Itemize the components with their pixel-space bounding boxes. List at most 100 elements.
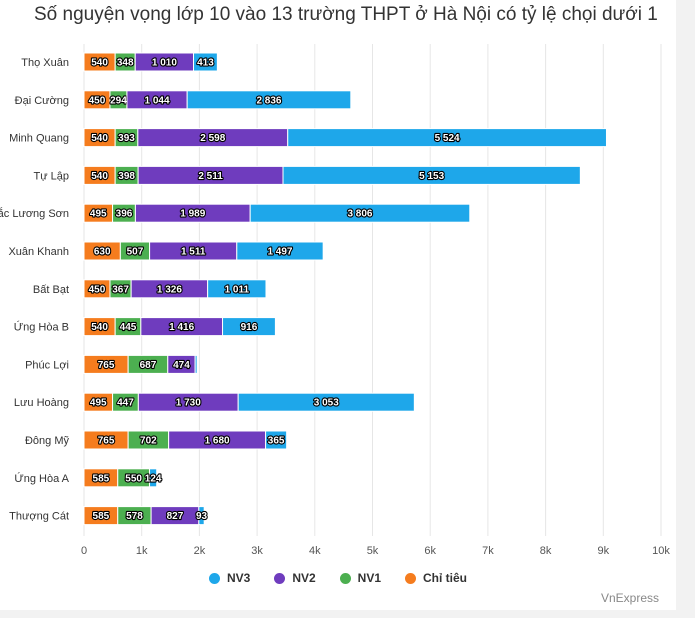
bar-segment — [186, 90, 352, 110]
legend-item[interactable]: NV2 — [274, 571, 316, 585]
x-tick-label: 3k — [251, 545, 263, 557]
data-label: 3 806 — [347, 209, 372, 220]
data-label: 765 — [98, 436, 115, 447]
legend-label: NV1 — [357, 571, 382, 585]
bar-segment — [194, 354, 198, 374]
data-label: 396 — [116, 209, 133, 220]
data-label: 495 — [90, 209, 107, 220]
data-label: 495 — [90, 398, 107, 409]
data-label: 578 — [126, 511, 143, 522]
bar-segment — [222, 317, 276, 337]
category-label: Bắc Lương Sơn — [0, 207, 69, 220]
category-label: Đông Mỹ — [25, 435, 70, 447]
bar-segment — [287, 128, 607, 148]
data-label: 365 — [268, 436, 285, 447]
source-credit: VnExpress — [600, 591, 659, 605]
legend-label: NV3 — [226, 571, 251, 585]
data-label: 765 — [98, 360, 115, 371]
data-label: 702 — [140, 436, 157, 447]
data-label: 540 — [91, 322, 108, 333]
data-label: 413 — [197, 58, 214, 69]
page-margin-bottom — [0, 610, 695, 618]
data-label: 585 — [93, 473, 110, 484]
data-label: 294 — [110, 95, 127, 106]
category-label: Ứng Hòa A — [14, 472, 69, 485]
legend-item[interactable]: NV1 — [339, 571, 382, 585]
chart-title: Số nguyện vọng lớp 10 vào 13 trường THPT… — [34, 4, 658, 25]
x-tick-label: 5k — [367, 545, 379, 557]
data-label: 1 511 — [181, 247, 206, 258]
x-tick-label: 4k — [309, 545, 321, 557]
data-label: 916 — [241, 322, 258, 333]
data-label: 585 — [93, 511, 110, 522]
legend-item[interactable]: NV3 — [208, 571, 251, 585]
legend-item[interactable]: Chỉ tiêu — [405, 571, 467, 585]
data-label: 3 053 — [314, 398, 339, 409]
chart-plot: 0 1k 2k 3k 4k 5k 6k 7k 8k 9k 10k Thọ Xuân 540 348 1 01… — [0, 44, 670, 557]
x-tick-label: 9k — [597, 545, 609, 557]
bar-segment — [207, 279, 267, 299]
data-label: 450 — [89, 284, 106, 295]
data-label: 367 — [112, 284, 129, 295]
data-label: 2 511 — [198, 171, 223, 182]
data-label: 1 497 — [267, 247, 292, 258]
x-tick-label: 0 — [81, 545, 87, 557]
data-label: 540 — [91, 133, 108, 144]
data-label: 1 044 — [145, 95, 170, 106]
data-label: 630 — [94, 247, 111, 258]
data-label: 398 — [118, 171, 135, 182]
data-label: 1 730 — [176, 398, 201, 409]
legend-label: Chỉ tiêu — [423, 571, 468, 585]
data-label: 445 — [120, 322, 137, 333]
data-label: 540 — [91, 58, 108, 69]
x-tick-label: 2k — [194, 545, 206, 557]
x-tick-label: 6k — [424, 545, 436, 557]
data-label: 507 — [127, 247, 144, 258]
data-label: 687 — [140, 360, 157, 371]
bar-segment — [282, 165, 581, 185]
category-label: Minh Quang — [9, 133, 69, 145]
category-label: Bất Bạt — [33, 284, 69, 296]
data-label: 5 153 — [419, 171, 444, 182]
category-label: Phúc Lợi — [25, 359, 69, 371]
data-label: 540 — [91, 171, 108, 182]
data-label: 827 — [167, 511, 184, 522]
category-label: Tự Lập — [34, 170, 70, 182]
data-label: 1 416 — [169, 322, 194, 333]
bar-segment — [249, 203, 471, 223]
x-tick-label: 8k — [540, 545, 552, 557]
data-label: 93 — [196, 511, 208, 522]
category-label: Ứng Hòa B — [14, 321, 69, 334]
legend-label: NV2 — [292, 571, 316, 585]
chart-legend: NV3 NV2 NV1 Chỉ tiêu — [0, 571, 676, 585]
data-label: 2 598 — [200, 133, 225, 144]
category-label: Đại Cường — [15, 95, 69, 107]
data-label: 1 326 — [157, 284, 182, 295]
legend-marker — [274, 572, 286, 584]
data-label: 550 — [125, 473, 142, 484]
category-label: Thọ Xuân — [21, 57, 69, 69]
bar-segment — [193, 52, 218, 72]
data-label: 2 836 — [256, 95, 281, 106]
data-label: 474 — [173, 360, 190, 371]
legend-marker — [405, 572, 417, 584]
bar-segment — [149, 468, 158, 488]
legend-marker — [208, 572, 220, 584]
bar-segment — [265, 430, 288, 450]
category-label: Xuân Khanh — [8, 246, 69, 258]
data-label: 1 011 — [225, 284, 250, 295]
data-label: 1 989 — [180, 209, 205, 220]
data-label: 393 — [118, 133, 135, 144]
data-label: 124 — [145, 473, 162, 484]
legend-marker — [339, 572, 351, 584]
data-label: 5 524 — [435, 133, 460, 144]
data-label: 348 — [117, 58, 134, 69]
category-label: Lưu Hoàng — [14, 397, 69, 409]
data-label: 447 — [117, 398, 134, 409]
bar-segment — [237, 392, 415, 412]
category-label: Thượng Cát — [9, 511, 69, 523]
data-label: 450 — [89, 95, 106, 106]
page-margin-right — [676, 0, 695, 618]
data-label: 1 680 — [205, 436, 230, 447]
bar-segment — [198, 506, 205, 526]
